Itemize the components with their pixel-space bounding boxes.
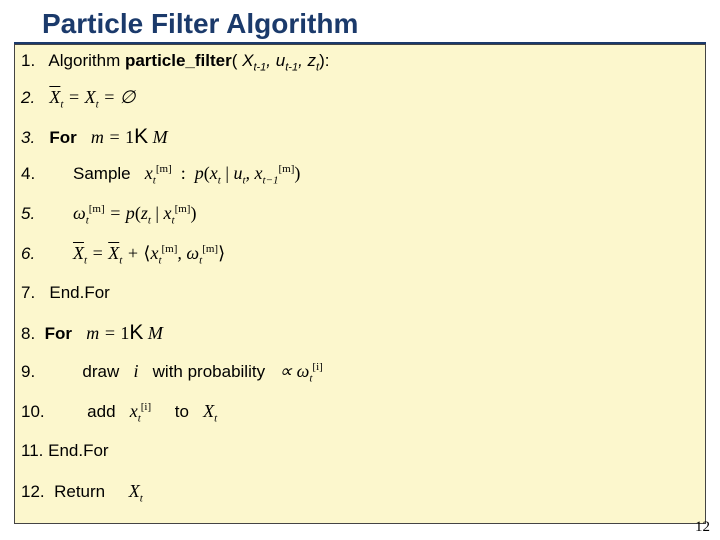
line-10-xb: Xt [203,401,217,421]
line-12-number: 12. [21,482,45,502]
line-7-text: End.For [49,283,109,302]
line-2-number: 2. [21,88,35,108]
line-8-formula: m = 1K M [86,323,163,343]
line-10-text-a: add [87,402,115,421]
line-6: 6. Xt = Xt + ⟨xt[m], ωt[m]⟩ [21,243,225,267]
slide-title: Particle Filter Algorithm [0,0,720,42]
line-1-sub1: t-1 [253,61,266,73]
line-1-number: 1. [21,51,35,71]
line-8: 8. For m = 1K M [21,321,163,345]
line-1-var2: u [276,51,285,70]
line-9-i: i [133,361,138,381]
line-12: 12. Return Xt [21,481,143,505]
line-12-text: Return [54,482,105,501]
line-9-number: 9. [21,362,35,382]
line-9-text-a: draw [82,362,119,381]
line-1-var3: z [308,51,317,70]
line-1-text-a: Algorithm [48,51,125,70]
line-4-number: 4. [21,164,35,184]
line-10-text-b: to [175,402,189,421]
line-10-number: 10. [21,402,45,422]
line-10-xa: xt[i] [130,401,151,421]
line-1-func: particle_filter [125,51,232,70]
line-3-number: 3. [21,128,35,148]
algorithm-box: 1. Algorithm particle_filter( Xt-1, ut-1… [14,44,706,524]
line-9: 9. draw i with probability ∝ ωt[i] [21,361,323,385]
line-2: 2. Xt = Xt = ∅ [21,87,135,111]
line-1-paren: ( [232,51,242,70]
line-4-formula: xt[m] : p(xt | ut, xt−1[m]) [145,163,301,183]
line-11-text: End.For [48,441,108,460]
line-3-for: For [49,128,76,147]
line-12-formula: Xt [129,481,143,501]
line-2-formula: Xt = Xt = ∅ [49,87,135,107]
line-6-number: 6. [21,244,35,264]
line-9-text-b: with probability [153,362,265,381]
line-3-formula: m = 1K M [91,127,168,147]
line-1-sub2: t-1 [285,61,298,73]
line-8-for: For [45,324,72,343]
line-5-formula: ωt[m] = p(zt | xt[m]) [73,203,196,223]
page-number: 12 [695,519,710,536]
line-1: 1. Algorithm particle_filter( Xt-1, ut-1… [21,51,329,73]
line-9-prob: ∝ ωt[i] [279,361,323,381]
line-3: 3. For m = 1K M [21,125,168,149]
line-1-var1: X [242,51,253,70]
line-11-number: 11. [21,441,43,461]
slide: Particle Filter Algorithm 1. Algorithm p… [0,0,720,540]
line-8-number: 8. [21,324,35,344]
line-1-c2: , [298,51,307,70]
line-11: 11. End.For [21,441,109,461]
line-5: 5. ωt[m] = p(zt | xt[m]) [21,203,196,227]
line-7-number: 7. [21,283,35,303]
line-6-formula: Xt = Xt + ⟨xt[m], ωt[m]⟩ [73,243,225,263]
line-1-c1: , [266,51,275,70]
line-1-end: ): [319,51,329,70]
line-4: 4. Sample xt[m] : p(xt | ut, xt−1[m]) [21,163,300,187]
line-10: 10. add xt[i] to Xt [21,401,217,425]
line-4-text: Sample [73,164,131,183]
line-5-number: 5. [21,204,35,224]
line-7: 7. End.For [21,283,110,303]
